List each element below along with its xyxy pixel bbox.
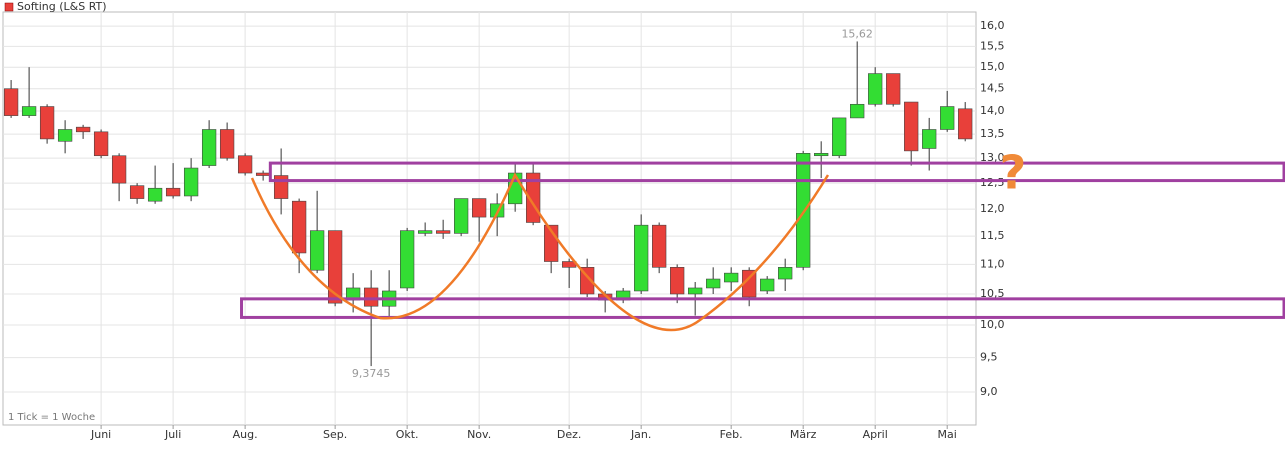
candle-body: [291, 200, 307, 254]
candle-body: [39, 106, 55, 140]
candle-body: [958, 108, 973, 140]
candle-body: [219, 129, 235, 159]
legend-label: Softing (L&S RT): [17, 0, 107, 13]
candle-body: [363, 287, 379, 307]
candle-body: [904, 101, 919, 152]
x-tick-label: Jan.: [630, 428, 651, 441]
annotation-label: 9,3745: [352, 367, 391, 380]
y-tick-label: 10,0: [980, 318, 1005, 331]
x-tick-label: April: [863, 428, 888, 441]
y-tick-label: 11,5: [980, 229, 1005, 242]
x-tick-label: Feb.: [720, 428, 743, 441]
candle-body: [814, 153, 829, 157]
x-tick-label: Dez.: [557, 428, 582, 441]
zone: [268, 161, 1285, 183]
y-tick-label: 13,5: [980, 127, 1005, 140]
candle-body: [111, 155, 127, 184]
y-tick-label: 9,5: [980, 351, 998, 364]
candle-body: [3, 88, 19, 116]
candle-body: [436, 230, 451, 234]
candle-body: [724, 272, 739, 283]
candle-body: [796, 153, 811, 268]
candle-body: [760, 278, 775, 292]
y-tick-label: 13,0: [980, 151, 1005, 164]
y-tick-label: 15,5: [980, 39, 1005, 52]
y-tick-label: 9,0: [980, 385, 998, 398]
candle-body: [309, 230, 325, 271]
candle-body: [129, 185, 145, 199]
x-tick-label: Mai: [938, 428, 957, 441]
y-tick-label: 14,0: [980, 104, 1005, 117]
candle-body: [454, 198, 469, 234]
candle-body: [922, 129, 937, 149]
y-tick-label: 14,5: [980, 82, 1005, 95]
candle-body: [93, 131, 109, 157]
candle-body: [634, 224, 649, 292]
candle-body: [850, 103, 865, 119]
candle-body: [165, 187, 181, 197]
legend-swatch: [4, 2, 14, 12]
candle-body: [670, 267, 685, 295]
x-tick-label: Juli: [164, 428, 181, 441]
candle-body: [940, 106, 955, 130]
candle-body: [832, 117, 847, 157]
candle-body: [868, 73, 883, 105]
y-tick-label: 12,0: [980, 202, 1005, 215]
candle-body: [652, 224, 667, 268]
zone: [240, 297, 1285, 319]
annotation-label: 15,62: [841, 27, 873, 40]
candle-body: [201, 129, 217, 166]
candle-body: [400, 230, 415, 289]
cup-curve: [250, 172, 830, 332]
candle-body: [778, 267, 793, 280]
x-tick-label: Nov.: [467, 428, 491, 441]
candle-body: [688, 287, 703, 295]
candle-body: [472, 198, 487, 218]
candle-body: [327, 230, 343, 304]
y-tick-label: 10,5: [980, 287, 1005, 300]
candle-body: [237, 155, 253, 174]
candle-body: [147, 187, 163, 202]
question-mark: ?: [1000, 146, 1027, 200]
tick-note: 1 Tick = 1 Woche: [8, 412, 95, 423]
candle-body: [273, 175, 289, 199]
y-tick-label: 11,0: [980, 257, 1005, 270]
candle-body: [183, 167, 199, 197]
y-tick-label: 15,0: [980, 60, 1005, 73]
candle-body: [57, 129, 73, 142]
x-tick-label: Sep.: [323, 428, 347, 441]
candle-body: [21, 106, 37, 116]
x-tick-label: März: [790, 428, 817, 441]
candle-body: [706, 278, 721, 289]
candle-body: [418, 230, 433, 234]
candle-body: [75, 126, 91, 133]
x-tick-label: Okt.: [396, 428, 419, 441]
x-tick-label: Aug.: [233, 428, 258, 441]
y-tick-label: 16,0: [980, 19, 1005, 32]
x-tick-label: Juni: [90, 428, 111, 441]
candle-body: [886, 73, 901, 105]
plot-frame: [2, 11, 977, 426]
candle-body: [255, 172, 271, 176]
